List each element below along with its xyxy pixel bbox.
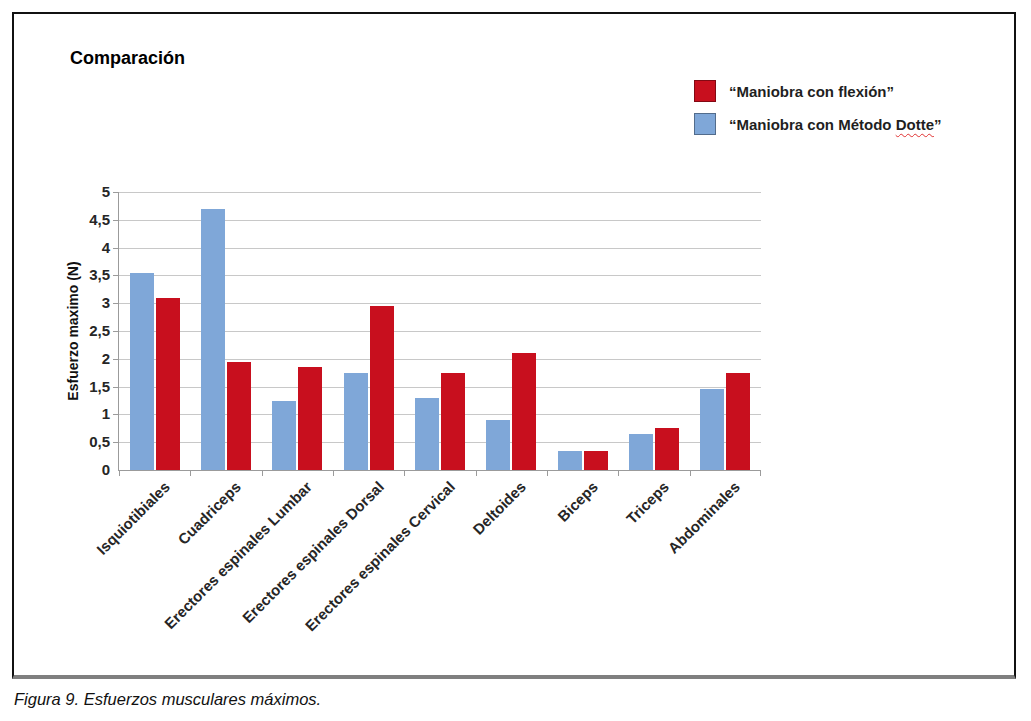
bar-dotte	[272, 401, 296, 471]
figure-box: Comparación “Maniobra con flexión” “Mani…	[12, 12, 1016, 679]
bar-flexion	[298, 367, 322, 470]
y-tick-mark	[113, 275, 119, 276]
y-tick-mark	[113, 387, 119, 388]
bar-flexion	[441, 373, 465, 470]
legend-swatch-dotte	[694, 113, 716, 135]
y-tick-mark	[113, 192, 119, 193]
y-tick-mark	[113, 331, 119, 332]
misspelled-word: Dotte	[896, 116, 934, 133]
x-category-label: Biceps	[589, 478, 638, 496]
y-tick-mark	[113, 442, 119, 443]
legend-label-dotte-prefix: “Maniobra con Método	[729, 116, 896, 133]
y-tick-mark	[113, 303, 119, 304]
bar-dotte	[629, 434, 653, 470]
x-tick-mark	[404, 470, 405, 476]
y-tick-label: 2,5	[50, 322, 110, 340]
y-tick-label: 3,5	[50, 266, 110, 284]
bar-dotte	[558, 451, 582, 470]
x-tick-mark	[547, 470, 548, 476]
bar-flexion	[156, 298, 180, 470]
x-tick-mark	[760, 470, 761, 476]
x-tick-mark	[262, 470, 263, 476]
legend: “Maniobra con flexión” “Maniobra con Mét…	[694, 80, 942, 146]
bar-flexion	[370, 306, 394, 470]
legend-swatch-flexion	[694, 80, 716, 102]
y-tick-label: 5	[50, 183, 110, 201]
legend-label-dotte: “Maniobra con Método Dotte”	[729, 116, 942, 133]
bar-dotte	[344, 373, 368, 470]
gridline	[119, 192, 761, 193]
y-tick-label: 3	[50, 294, 110, 312]
legend-label-flexion: “Maniobra con flexión”	[729, 83, 894, 100]
legend-label-dotte-suffix: ”	[934, 116, 942, 133]
x-category-label: Abdominales	[731, 478, 825, 496]
bar-dotte	[700, 389, 724, 470]
x-tick-mark	[618, 470, 619, 476]
y-tick-mark	[113, 248, 119, 249]
bar-dotte	[130, 273, 154, 470]
legend-item-dotte: “Maniobra con Método Dotte”	[694, 113, 942, 135]
y-tick-mark	[113, 359, 119, 360]
y-tick-mark	[113, 220, 119, 221]
y-axis-ticks: 00,511,522,533,544,55	[50, 192, 110, 470]
bar-flexion	[726, 373, 750, 470]
bar-dotte	[201, 209, 225, 470]
x-axis-labels: IsquiotibialesCuadricepsErectores espina…	[118, 478, 760, 638]
y-tick-mark	[113, 414, 119, 415]
y-tick-label: 1,5	[50, 378, 110, 396]
x-tick-mark	[119, 470, 120, 476]
y-tick-label: 4,5	[50, 211, 110, 229]
x-tick-mark	[476, 470, 477, 476]
bar-flexion	[584, 451, 608, 470]
x-category-label: Triceps	[660, 478, 713, 496]
x-tick-mark	[690, 470, 691, 476]
bar-flexion	[512, 353, 536, 470]
legend-item-flexion: “Maniobra con flexión”	[694, 80, 942, 102]
y-tick-label: 0,5	[50, 433, 110, 451]
bar-flexion	[227, 362, 251, 470]
chart-title: Comparación	[70, 48, 185, 69]
y-tick-label: 4	[50, 239, 110, 257]
x-tick-mark	[333, 470, 334, 476]
figure-caption: Figura 9. Esfuerzos musculares máximos.	[14, 690, 321, 709]
y-tick-label: 2	[50, 350, 110, 368]
bar-flexion	[655, 428, 679, 470]
bar-dotte	[486, 420, 510, 470]
y-tick-label: 1	[50, 405, 110, 423]
bar-dotte	[415, 398, 439, 470]
y-tick-label: 0	[50, 461, 110, 479]
x-tick-mark	[190, 470, 191, 476]
plot-area	[118, 192, 761, 471]
